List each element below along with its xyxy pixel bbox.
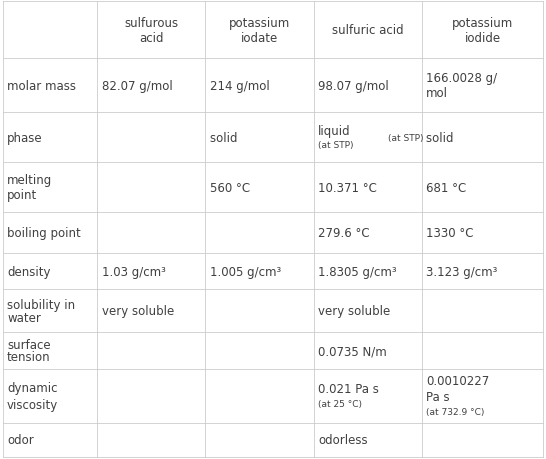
Text: 1330 °C: 1330 °C	[426, 227, 473, 240]
Text: mol: mol	[426, 87, 448, 100]
Text: 681 °C: 681 °C	[426, 182, 466, 195]
Text: 1.005 g/cm³: 1.005 g/cm³	[210, 265, 281, 278]
Text: 214 g/mol: 214 g/mol	[210, 79, 270, 93]
Text: tension: tension	[7, 350, 51, 363]
Text: 0.021 Pa s: 0.021 Pa s	[318, 382, 379, 395]
Text: 1.03 g/cm³: 1.03 g/cm³	[102, 265, 165, 278]
Text: very soluble: very soluble	[318, 304, 390, 318]
Text: dynamic: dynamic	[7, 381, 57, 395]
Text: solubility in: solubility in	[7, 298, 75, 311]
Text: 3.123 g/cm³: 3.123 g/cm³	[426, 265, 497, 278]
Text: phase: phase	[7, 132, 43, 145]
Text: (at STP): (at STP)	[318, 140, 353, 150]
Text: water: water	[7, 311, 41, 324]
Text: sulfurous
acid: sulfurous acid	[124, 17, 179, 45]
Text: molar mass: molar mass	[7, 79, 76, 93]
Text: very soluble: very soluble	[102, 304, 174, 318]
Text: solid: solid	[426, 132, 461, 145]
Text: 560 °C: 560 °C	[210, 182, 250, 195]
Text: Pa s: Pa s	[426, 390, 450, 403]
Text: liquid: liquid	[318, 124, 351, 138]
Text: (at 25 °C): (at 25 °C)	[318, 399, 362, 408]
Text: surface: surface	[7, 339, 51, 352]
Text: 1.8305 g/cm³: 1.8305 g/cm³	[318, 265, 396, 278]
Text: boiling point: boiling point	[7, 227, 81, 240]
Text: 0.0010227: 0.0010227	[426, 374, 489, 387]
Text: viscosity: viscosity	[7, 398, 58, 411]
Text: 82.07 g/mol: 82.07 g/mol	[102, 79, 173, 93]
Text: (at 732.9 °C): (at 732.9 °C)	[426, 407, 484, 416]
Text: 279.6 °C: 279.6 °C	[318, 227, 370, 240]
Text: melting: melting	[7, 174, 52, 187]
Text: sulfuric acid: sulfuric acid	[332, 24, 403, 37]
Text: potassium
iodide: potassium iodide	[452, 17, 513, 45]
Text: solid: solid	[210, 132, 245, 145]
Text: 166.0028 g/: 166.0028 g/	[426, 72, 497, 85]
Text: density: density	[7, 265, 51, 278]
Text: 0.0735 N/m: 0.0735 N/m	[318, 344, 387, 357]
Text: odorless: odorless	[318, 433, 367, 447]
Text: potassium
iodate: potassium iodate	[229, 17, 290, 45]
Text: (at STP): (at STP)	[389, 134, 424, 143]
Text: point: point	[7, 189, 37, 202]
Text: 98.07 g/mol: 98.07 g/mol	[318, 79, 389, 93]
Text: odor: odor	[7, 433, 34, 447]
Text: 10.371 °C: 10.371 °C	[318, 182, 377, 195]
